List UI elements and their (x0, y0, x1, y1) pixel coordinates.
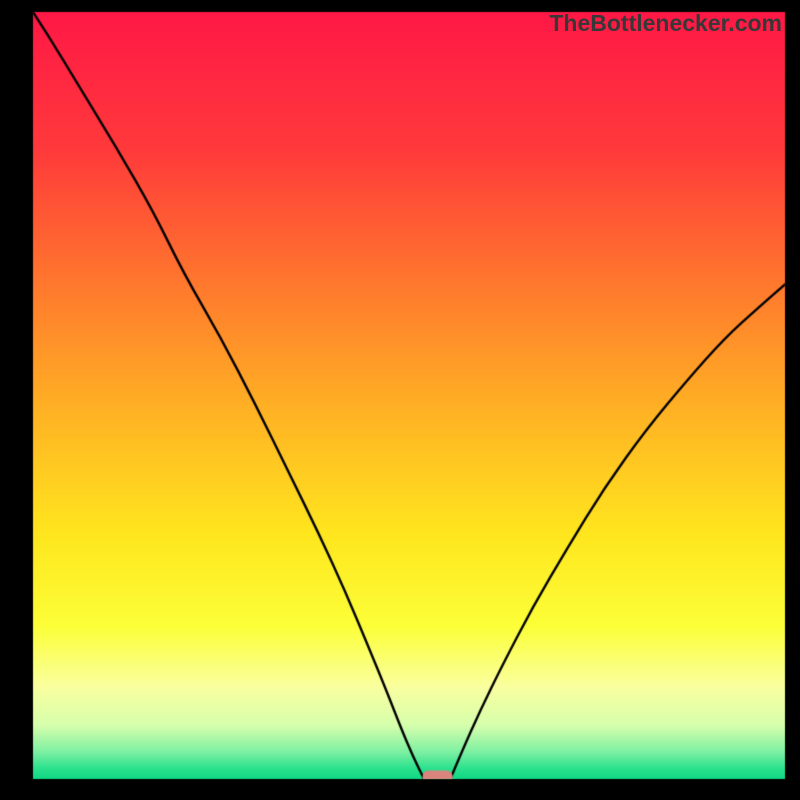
watermark-text: TheBottlenecker.com (549, 10, 782, 37)
chart-frame: TheBottlenecker.com (0, 0, 800, 800)
bottleneck-curve-canvas (0, 0, 800, 800)
